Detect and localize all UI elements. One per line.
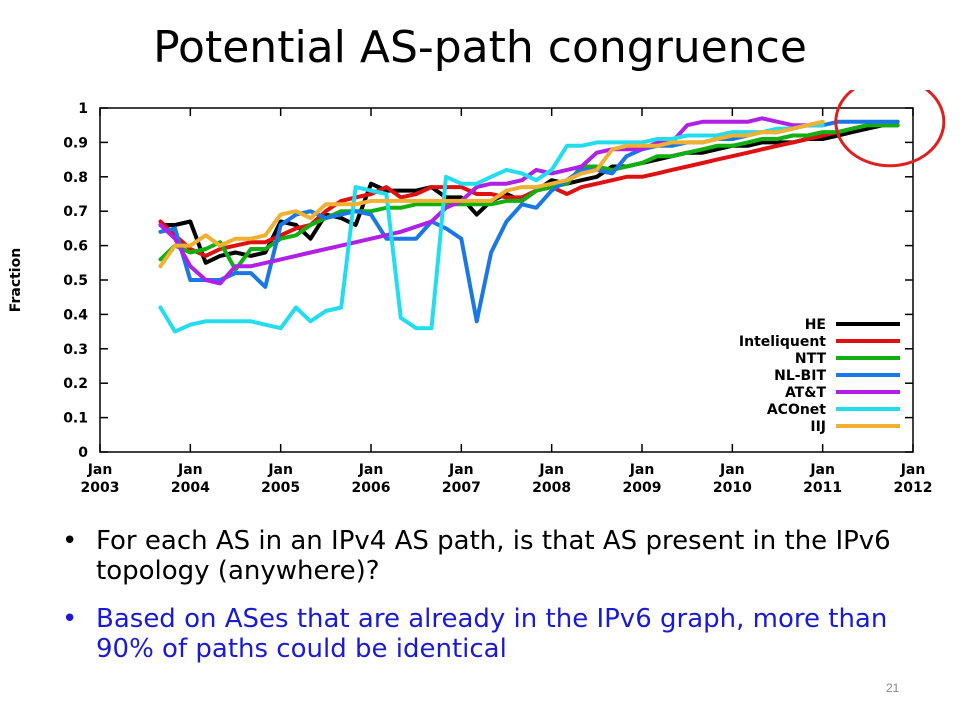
x-tick-label: Jan bbox=[87, 462, 113, 478]
y-tick-label: 0.3 bbox=[63, 342, 88, 358]
x-tick-label: 2007 bbox=[442, 480, 481, 496]
x-tick-label: Jan bbox=[900, 462, 926, 478]
x-tick-label: 2006 bbox=[352, 480, 391, 496]
bullet-text: Based on ASes that are already in the IP… bbox=[96, 604, 888, 664]
y-tick-label: 0.4 bbox=[63, 307, 88, 323]
series-line-ntt bbox=[158, 123, 900, 272]
legend-label: AT&T bbox=[785, 385, 827, 401]
bullet-item: • Based on ASes that are already in the … bbox=[60, 604, 920, 664]
x-tick-label: Jan bbox=[809, 462, 835, 478]
y-tick-label: 0.9 bbox=[63, 135, 88, 151]
legend-label: NL-BIT bbox=[774, 368, 826, 384]
x-tick-label: Jan bbox=[267, 462, 293, 478]
series-line-at-t bbox=[158, 116, 825, 286]
x-tick-label: Jan bbox=[538, 462, 564, 478]
legend-label: IIJ bbox=[810, 419, 826, 435]
bullet-dot: • bbox=[62, 526, 78, 556]
legend-label: Inteliquent bbox=[739, 334, 826, 350]
x-tick-label: Jan bbox=[629, 462, 655, 478]
y-tick-label: 0.6 bbox=[63, 239, 88, 255]
bullet-dot: • bbox=[62, 604, 78, 634]
bullet-text: For each AS in an IPv4 AS path, is that … bbox=[96, 526, 891, 586]
y-tick-label: 1 bbox=[78, 101, 88, 117]
x-tick-label: Jan bbox=[719, 462, 745, 478]
y-tick-label: 0.7 bbox=[63, 204, 88, 220]
legend-label: ACOnet bbox=[767, 402, 826, 418]
x-tick-label: 2008 bbox=[532, 480, 571, 496]
y-tick-label: 0.2 bbox=[63, 376, 88, 392]
x-tick-label: 2010 bbox=[713, 480, 752, 496]
page-number: 21 bbox=[886, 681, 900, 695]
x-tick-label: 2003 bbox=[81, 480, 120, 496]
series-line-iij bbox=[158, 119, 825, 269]
y-tick-label: 0.5 bbox=[63, 273, 88, 289]
x-tick-label: Jan bbox=[358, 462, 384, 478]
legend-label: HE bbox=[805, 317, 826, 333]
slide-title: Potential AS-path congruence bbox=[153, 22, 807, 73]
line-chart: 0 0.1 0.2 0.3 0.4 0.5 0.6 0.7 0.8 0.9 1 Jan 2003 Jan… bbox=[8, 90, 946, 496]
bullet-item: • For each AS in an IPv4 AS path, is tha… bbox=[60, 526, 920, 586]
y-axis-label: Fraction bbox=[8, 248, 24, 312]
y-tick-label: 0 bbox=[78, 445, 88, 461]
y-tick-label: 0.1 bbox=[63, 411, 88, 427]
legend-label: NTT bbox=[795, 351, 827, 367]
x-tick-label: 2005 bbox=[261, 480, 300, 496]
bullet-list: • For each AS in an IPv4 AS path, is tha… bbox=[60, 526, 920, 682]
x-tick-label: Jan bbox=[448, 462, 474, 478]
series-line-nl-bit bbox=[158, 119, 900, 324]
x-tick-label: 2009 bbox=[623, 480, 662, 496]
y-tick-label: 0.8 bbox=[63, 170, 88, 186]
highlight-circle bbox=[834, 90, 946, 168]
series-line-aconet bbox=[158, 123, 825, 334]
x-tick-label: 2004 bbox=[171, 480, 210, 496]
x-tick-label: 2011 bbox=[803, 480, 842, 496]
x-tick-label: Jan bbox=[177, 462, 203, 478]
x-tick-label: 2012 bbox=[894, 480, 933, 496]
